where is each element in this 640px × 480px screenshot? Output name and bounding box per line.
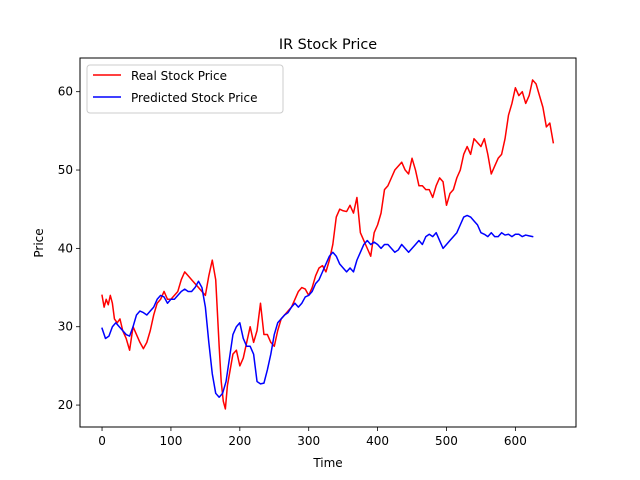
series-layer — [101, 79, 555, 410]
y-axis-ticks: 20 30 40 50 60 — [58, 85, 80, 412]
y-tick-label: 50 — [58, 163, 73, 177]
x-axis-ticks: 0 100 200 300 400 500 600 — [98, 427, 527, 448]
y-tick-label: 20 — [58, 398, 73, 412]
x-tick-label: 400 — [366, 434, 389, 448]
plot-area — [80, 58, 576, 427]
x-axis-label: Time — [312, 456, 342, 470]
chart-title: IR Stock Price — [279, 37, 377, 53]
legend-frame — [86, 64, 284, 114]
y-tick-label: 30 — [58, 320, 73, 334]
legend-label-real: Real Stock Price — [131, 69, 227, 83]
x-tick-label: 200 — [228, 434, 251, 448]
legend-label-predicted: Predicted Stock Price — [131, 91, 257, 105]
x-tick-label: 300 — [297, 434, 320, 448]
x-tick-label: 100 — [159, 434, 182, 448]
y-tick-label: 60 — [58, 85, 73, 99]
legend: Real Stock Price Predicted Stock Price — [86, 64, 284, 114]
x-tick-label: 0 — [98, 434, 106, 448]
plot-frame — [79, 57, 577, 428]
y-tick-label: 40 — [58, 241, 73, 255]
y-axis-label: Price — [32, 228, 46, 257]
x-tick-label: 500 — [435, 434, 458, 448]
series-line-0 — [101, 79, 555, 410]
x-tick-label: 600 — [504, 434, 527, 448]
series-line-1 — [101, 214, 534, 398]
